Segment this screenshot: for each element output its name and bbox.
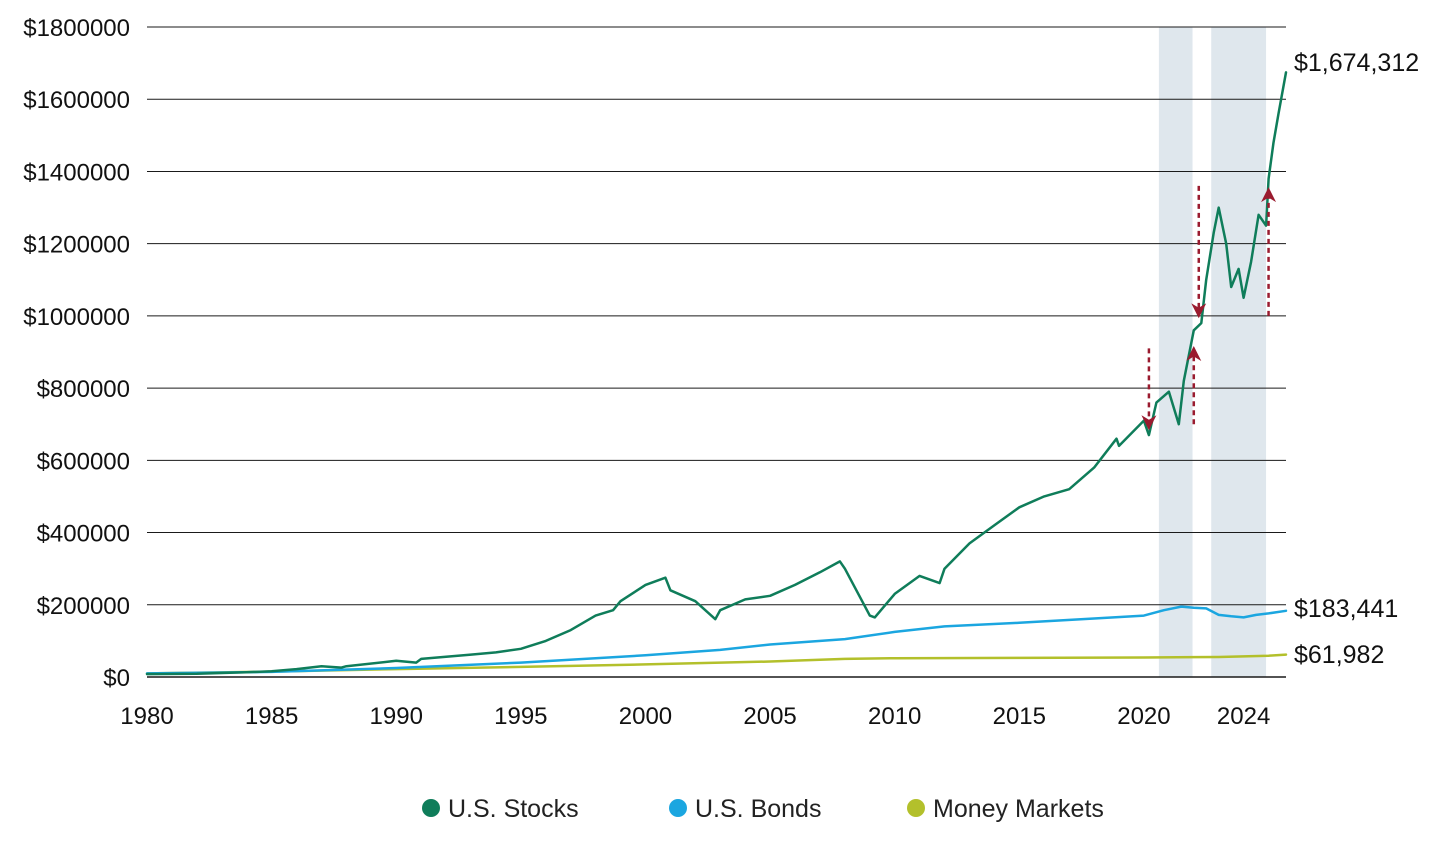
y-tick-label: $400000 [37, 521, 130, 548]
y-tick-label: $1200000 [23, 232, 130, 259]
legend-marker-u-s-stocks [422, 799, 440, 817]
y-tick-label: $0 [103, 665, 130, 692]
x-tick-label: 1985 [245, 703, 298, 730]
series-line-u-s-stocks [145, 71, 1288, 676]
end-label-money-markets: $61,982 [1294, 641, 1384, 669]
legend-label-money-markets: Money Markets [933, 795, 1104, 823]
end-value-labels: $1,674,312 $183,441 $61,982 [1294, 49, 1419, 669]
gridlines [147, 26, 1286, 678]
y-axis-ticks: $0 $200000 $400000 $600000 $800000 $1000000 $1… [23, 15, 130, 692]
x-tick-label: 2000 [619, 703, 672, 730]
series-line-money-markets [145, 653, 1288, 675]
end-label-u-s-bonds: $183,441 [1294, 595, 1398, 623]
shaded-period-2 [1211, 27, 1267, 677]
series-lines [145, 71, 1288, 676]
shaded-periods [1158, 27, 1267, 677]
x-tick-label: 1990 [370, 703, 423, 730]
y-tick-label: $1800000 [23, 15, 130, 42]
y-tick-label: $1400000 [23, 159, 130, 186]
y-tick-label: $800000 [37, 376, 130, 403]
x-tick-label: 2020 [1117, 703, 1170, 730]
legend-label-u-s-stocks: U.S. Stocks [448, 795, 579, 823]
x-tick-label: 2015 [993, 703, 1046, 730]
y-tick-label: $200000 [37, 593, 130, 620]
end-label-u-s-stocks: $1,674,312 [1294, 49, 1419, 77]
x-tick-label: 2010 [868, 703, 921, 730]
y-tick-label: $600000 [37, 448, 130, 475]
shaded-period-1 [1158, 27, 1193, 677]
series-line-u-s-bonds [145, 605, 1288, 675]
y-tick-label: $1600000 [23, 87, 130, 114]
y-tick-label: $1000000 [23, 304, 130, 331]
legend-marker-money-markets [907, 799, 925, 817]
x-tick-label: 1995 [494, 703, 547, 730]
legend: U.S. Stocks U.S. Bonds Money Markets [422, 795, 1104, 823]
x-tick-label: 2005 [743, 703, 796, 730]
x-axis-ticks: 1980 1985 1990 1995 2000 2005 2010 2015 2020 2024 [120, 703, 1270, 730]
legend-marker-u-s-bonds [669, 799, 687, 817]
x-tick-label: 1980 [120, 703, 173, 730]
x-tick-label: 2024 [1217, 703, 1270, 730]
annotation-arrows [1141, 185, 1277, 431]
legend-label-u-s-bonds: U.S. Bonds [695, 795, 821, 823]
